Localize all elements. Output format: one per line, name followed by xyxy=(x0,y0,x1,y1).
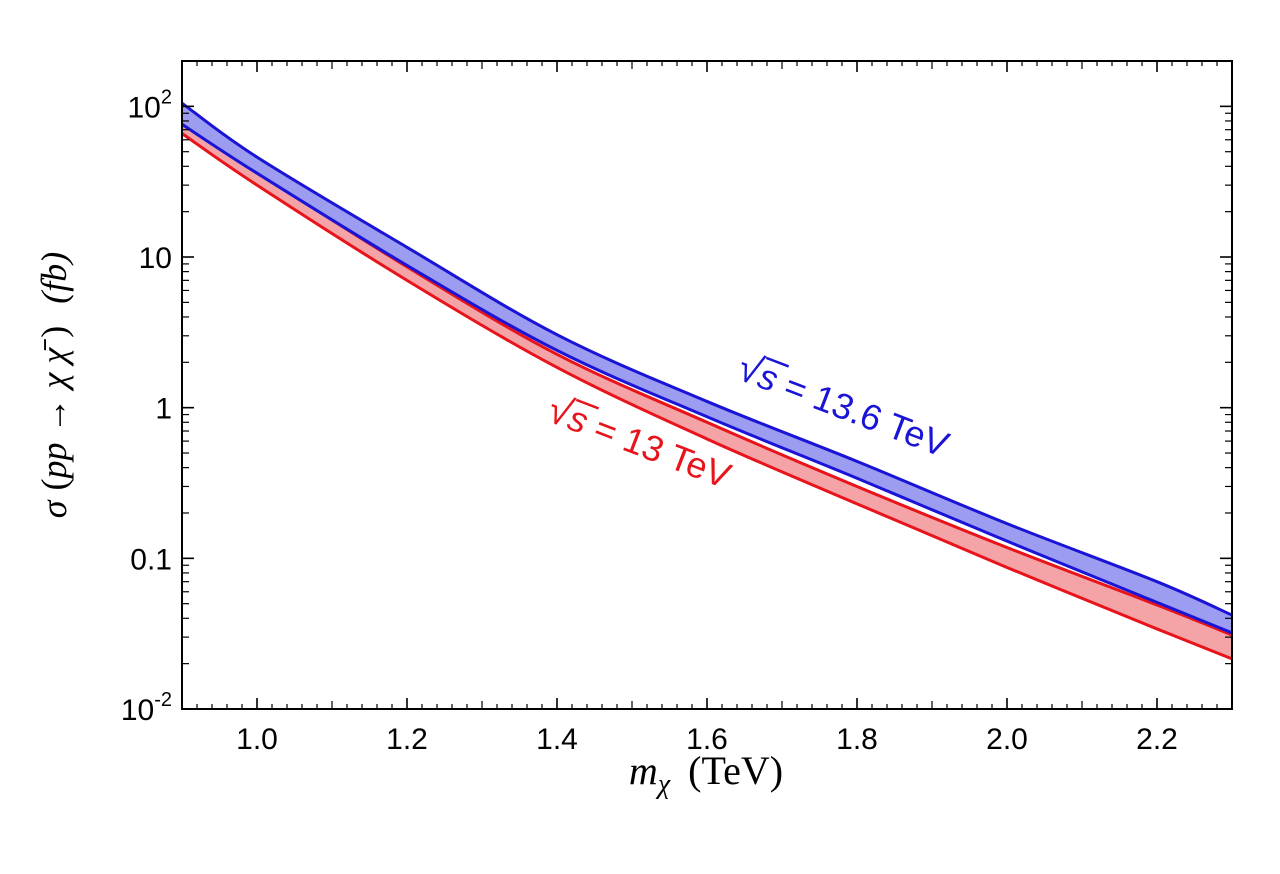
y-tick-exponent: -2 xyxy=(154,689,172,711)
x-tick-label: 1.2 xyxy=(386,723,428,756)
y-tick-label: 102 xyxy=(128,86,173,124)
band-fill-13-6-tev xyxy=(182,103,1232,633)
annotation-13-6-radical-bar xyxy=(765,356,790,368)
y-axis-title: σ (pp → χ χ̄) (fb) xyxy=(34,252,74,518)
x-tick-label: 2.2 xyxy=(1136,723,1178,756)
band-upper-line-13-6-tev xyxy=(182,101,1232,617)
band-lower-line-13-tev xyxy=(182,132,1232,661)
x-axis-title: mχ (TeV) xyxy=(629,748,783,800)
y-tick-label: 1 xyxy=(155,393,172,426)
y-axis-open-paren: ( xyxy=(34,478,74,490)
x-tick-label: 1.4 xyxy=(536,723,578,756)
y-axis-process: pp → χ χ̄ xyxy=(34,339,74,482)
y-tick-base: 10 xyxy=(121,694,154,727)
y-tick-exponent: 2 xyxy=(161,86,172,108)
annotation-13-radical-bar xyxy=(575,398,600,410)
y-axis-close-paren: ) xyxy=(34,326,74,338)
plot-frame xyxy=(181,60,1233,710)
bands-clip xyxy=(182,101,1232,661)
y-tick-label: 0.1 xyxy=(130,543,172,576)
y-tick-label: 10-2 xyxy=(121,689,172,727)
x-axis-var: m xyxy=(629,748,658,793)
x-axis-unit: (TeV) xyxy=(688,748,783,793)
x-tick-label: 2.0 xyxy=(986,723,1028,756)
x-tick-label: 1.8 xyxy=(836,723,878,756)
y-tick-label: 10 xyxy=(139,242,172,275)
bands-layer xyxy=(182,101,1232,661)
y-axis-unit: (fb) xyxy=(34,252,74,304)
y-tick-base: 10 xyxy=(128,91,161,124)
y-axis-sigma: σ xyxy=(34,499,74,518)
x-tick-label: 1.6 xyxy=(686,723,728,756)
band-fill-13-tev xyxy=(182,119,1232,659)
x-axis-sub: χ xyxy=(655,769,671,800)
band-lower-line-13-6-tev xyxy=(182,123,1232,635)
x-tick-label: 1.0 xyxy=(236,723,278,756)
